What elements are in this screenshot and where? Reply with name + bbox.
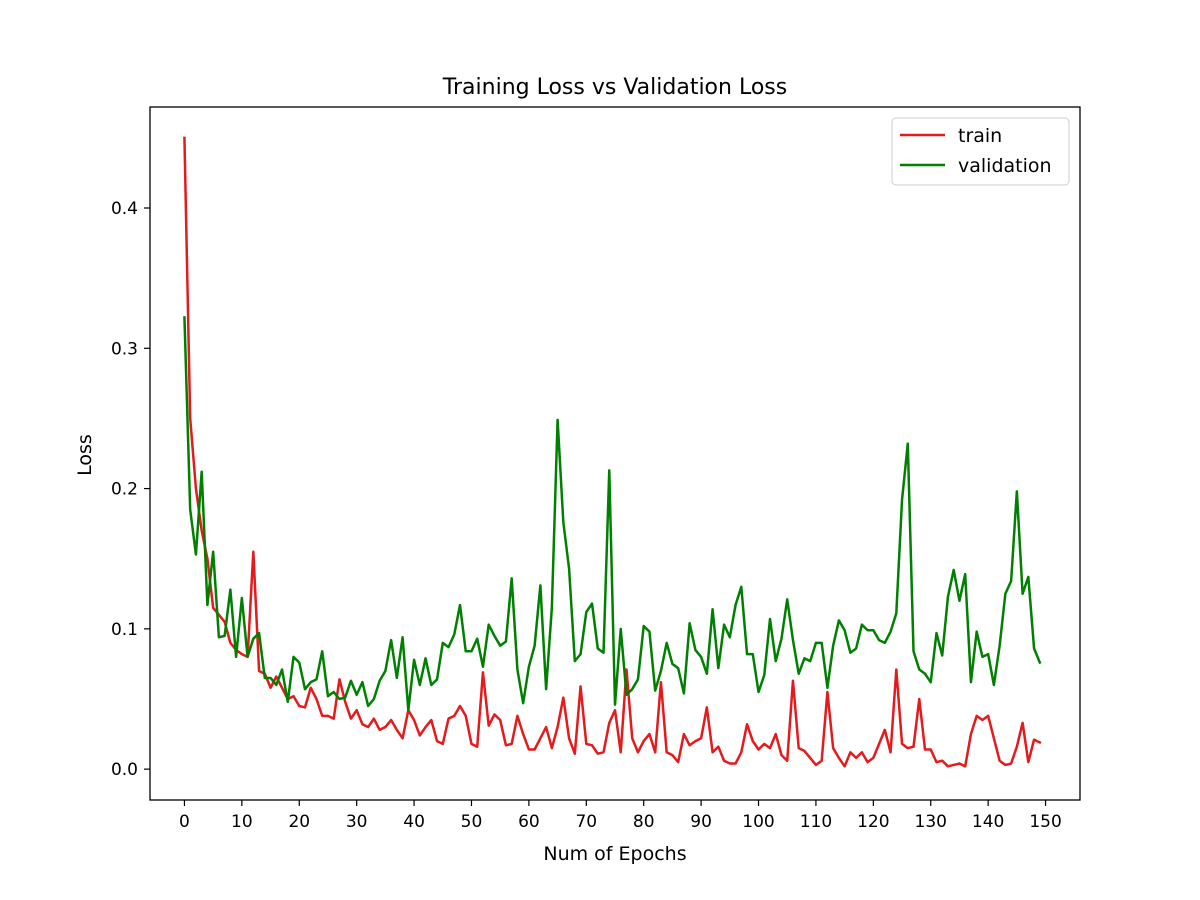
x-tick-label: 0 xyxy=(179,812,190,832)
axes-frame xyxy=(149,106,1081,801)
y-tick-label: 0.1 xyxy=(111,620,138,640)
x-tick-label: 10 xyxy=(231,812,253,832)
chart-title: Training Loss vs Validation Loss xyxy=(442,75,787,100)
x-tick-label: 120 xyxy=(857,812,889,832)
x-tick-label: 70 xyxy=(575,812,597,832)
x-tick-label: 130 xyxy=(915,812,947,832)
plot-area xyxy=(149,106,1081,801)
y-tick-label: 0.0 xyxy=(111,760,138,780)
x-tick-label: 60 xyxy=(518,812,540,832)
x-tick-label: 110 xyxy=(800,812,832,832)
y-axis-label: Loss xyxy=(74,434,96,476)
series-layer xyxy=(183,136,1042,768)
y-tick-label: 0.3 xyxy=(111,339,138,359)
x-tick-label: 140 xyxy=(972,812,1004,832)
series-line-train xyxy=(183,136,1042,768)
x-tick-label: 100 xyxy=(742,812,774,832)
x-tick-label: 80 xyxy=(633,812,655,832)
x-tick-label: 30 xyxy=(346,812,368,832)
x-axis: 0 10 20 30 40 50 60 70 80 90 100 110 120 130 140 150 xyxy=(179,800,1062,832)
x-tick-label: 20 xyxy=(288,812,310,832)
y-axis: 0.0 0.1 0.2 0.3 0.4 xyxy=(111,199,150,780)
legend[interactable]: train validation xyxy=(891,117,1070,186)
x-tick-label: 90 xyxy=(690,812,712,832)
x-tick-label: 50 xyxy=(461,812,483,832)
y-tick-label: 0.4 xyxy=(111,199,138,219)
legend-label-train[interactable]: train xyxy=(958,125,1002,147)
y-tick-label: 0.2 xyxy=(111,480,138,500)
series-line-validation xyxy=(183,316,1042,712)
legend-label-validation[interactable]: validation xyxy=(958,155,1052,177)
x-tick-label: 150 xyxy=(1029,812,1061,832)
x-tick-label: 40 xyxy=(403,812,425,832)
x-axis-label: Num of Epochs xyxy=(543,843,686,865)
